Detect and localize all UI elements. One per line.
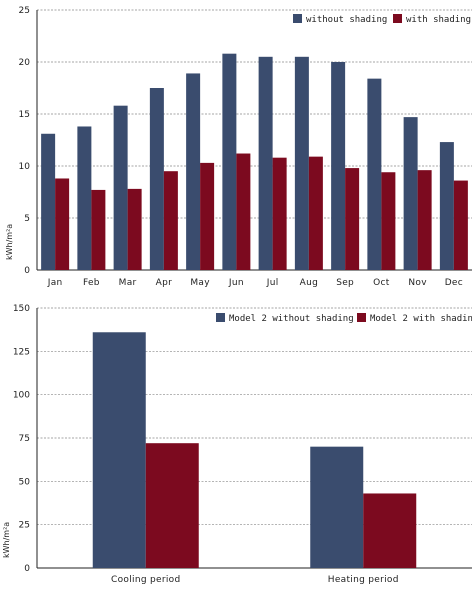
bar-with-shading <box>145 443 199 568</box>
legend-label: without shading <box>306 15 387 25</box>
bar-with-shading <box>163 171 178 270</box>
y-tick-label: 100 <box>13 391 30 401</box>
y-axis-title: kWh/m²a <box>2 522 11 558</box>
bar-without-shading <box>331 62 346 270</box>
x-category-label: Oct <box>373 278 390 288</box>
legend-swatch <box>216 313 225 322</box>
bar-without-shading <box>294 56 309 270</box>
bar-with-shading <box>55 178 70 270</box>
x-category-label: May <box>190 278 210 288</box>
x-category-label: Feb <box>83 278 100 288</box>
y-axis-title: kWh/m²a <box>5 224 14 260</box>
bar-with-shading <box>381 172 396 270</box>
legend-swatch <box>357 313 366 322</box>
x-category-label: Apr <box>156 278 172 288</box>
y-tick-label: 50 <box>19 477 31 487</box>
x-category-label: Mar <box>119 278 137 288</box>
legend-swatch <box>393 14 402 23</box>
bar-with-shading <box>272 157 287 270</box>
y-tick-label: 75 <box>19 434 30 444</box>
bar-with-shading <box>236 153 251 270</box>
bar-without-shading <box>367 78 382 270</box>
bar-with-shading <box>363 493 417 568</box>
bar-without-shading <box>113 105 128 271</box>
x-category-label: Dec <box>445 278 463 288</box>
legend-swatch <box>293 14 302 23</box>
bar-without-shading <box>41 133 56 270</box>
bar-without-shading <box>258 56 273 270</box>
bar-without-shading <box>186 73 201 270</box>
x-category-label: Sep <box>336 278 354 288</box>
bar-with-shading <box>200 162 215 270</box>
bar-with-shading <box>345 168 360 270</box>
y-tick-label: 0 <box>24 266 30 276</box>
x-category-label: Jun <box>228 278 244 288</box>
x-category-label: Nov <box>408 278 427 288</box>
x-category-label: Heating period <box>328 575 399 585</box>
bar-without-shading <box>403 117 418 271</box>
bar-with-shading <box>417 170 432 270</box>
y-tick-label: 25 <box>19 521 30 531</box>
y-tick-label: 5 <box>24 214 30 224</box>
bar-with-shading <box>453 180 468 270</box>
bar-without-shading <box>77 126 92 270</box>
bar-with-shading <box>127 188 142 270</box>
bar-with-shading <box>308 156 323 270</box>
period-chart: 0 25 50 75 100 125 150 Cooling period Heating pe… <box>2 304 472 585</box>
x-category-label: Jul <box>266 278 279 288</box>
bar-without-shading <box>310 446 364 568</box>
y-tick-label: 20 <box>19 58 31 68</box>
y-tick-label: 10 <box>19 162 31 172</box>
y-tick-label: 25 <box>19 6 30 16</box>
bar-with-shading <box>91 189 106 270</box>
legend-label: Model 2 without shading <box>229 314 354 324</box>
bar-without-shading <box>439 142 454 270</box>
bar-without-shading <box>149 88 164 270</box>
x-category-label: Aug <box>300 278 318 288</box>
x-category-label: Cooling period <box>111 575 180 585</box>
bar-without-shading <box>92 332 146 568</box>
monthly-chart: 0 5 10 15 20 25 Jan Feb Mar Apr May Jun Jul Aug Sep Oct… <box>5 6 472 288</box>
x-category-label: Jan <box>47 278 63 288</box>
legend-label: with shading <box>406 15 471 25</box>
y-tick-label: 15 <box>19 110 30 120</box>
y-tick-label: 125 <box>13 347 30 357</box>
y-tick-label: 0 <box>24 564 30 574</box>
y-tick-label: 150 <box>13 304 30 314</box>
legend-label: Model 2 with shading <box>370 314 472 324</box>
bar-without-shading <box>222 53 237 271</box>
